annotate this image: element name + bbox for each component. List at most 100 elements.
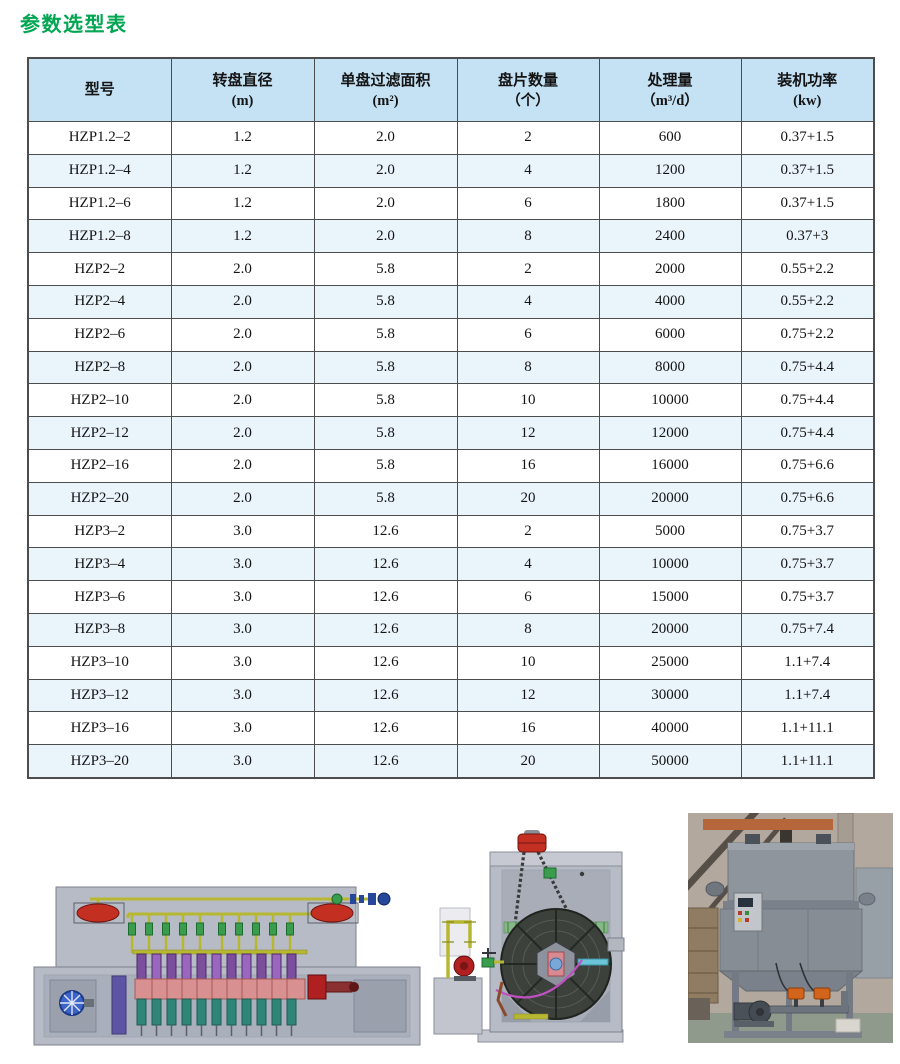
equipment-tank xyxy=(705,834,876,972)
table-row: HZP2–16 2.0 5.8 16 16000 0.75+6.6 xyxy=(27,448,875,483)
value-cell: 2 xyxy=(456,252,600,286)
table-row: HZP2–8 2.0 5.8 8 8000 0.75+4.4 xyxy=(27,350,875,385)
value-cell: 8000 xyxy=(598,350,742,385)
value-cell: 3.0 xyxy=(170,744,315,779)
value-cell: 0.37+3 xyxy=(740,219,875,254)
feed-pump-station xyxy=(433,907,504,1035)
value-cell: 5.8 xyxy=(313,383,458,418)
value-cell: 2.0 xyxy=(313,153,458,188)
column-header-2: 转盘直径 (m) xyxy=(170,57,315,122)
value-cell: 0.75+3.7 xyxy=(740,547,875,582)
value-cell: 4000 xyxy=(598,284,742,319)
value-cell: 12.6 xyxy=(313,645,458,680)
value-cell: 3.0 xyxy=(170,514,315,549)
pipe-fittings xyxy=(331,892,391,906)
model-cell: HZP3–6 xyxy=(27,580,172,614)
value-cell: 2.0 xyxy=(170,448,315,483)
value-cell: 40000 xyxy=(598,711,742,746)
value-cell: 2.0 xyxy=(170,416,315,450)
value-cell: 600 xyxy=(598,121,742,155)
table-row: HZP3–6 3.0 12.6 6 15000 0.75+3.7 xyxy=(27,580,875,614)
table-body: HZP1.2–2 1.2 2.0 2 600 0.37+1.5 HZP1.2–4 1.2 2.0… xyxy=(27,121,875,779)
value-cell: 0.55+2.2 xyxy=(740,284,875,319)
value-cell: 1.2 xyxy=(170,153,315,188)
value-cell: 12000 xyxy=(598,416,742,450)
value-cell: 0.75+4.4 xyxy=(740,416,875,450)
model-cell: HZP1.2–8 xyxy=(27,219,172,254)
value-cell: 16 xyxy=(456,711,600,746)
model-cell: HZP3–20 xyxy=(27,744,172,779)
value-cell: 3.0 xyxy=(170,678,315,713)
value-cell: 12.6 xyxy=(313,678,458,713)
value-cell: 12.6 xyxy=(313,711,458,746)
value-cell: 1.1+11.1 xyxy=(740,744,875,779)
chain-sprocket xyxy=(543,867,557,879)
value-cell: 5.8 xyxy=(313,350,458,385)
value-cell: 2.0 xyxy=(170,317,315,352)
value-cell: 5.8 xyxy=(313,481,458,516)
value-cell: 2 xyxy=(456,514,600,549)
value-cell: 20 xyxy=(456,744,600,779)
value-cell: 1.1+11.1 xyxy=(740,711,875,746)
value-cell: 12.6 xyxy=(313,514,458,549)
table-row: HZP3–12 3.0 12.6 12 30000 1.1+7.4 xyxy=(27,678,875,713)
model-cell: HZP3–12 xyxy=(27,678,172,713)
value-cell: 1.2 xyxy=(170,121,315,155)
column-label: 装机功率 xyxy=(777,72,838,89)
column-unit: (m) xyxy=(231,93,254,110)
table-row: HZP2–20 2.0 5.8 20 20000 0.75+6.6 xyxy=(27,481,875,516)
value-cell: 50000 xyxy=(598,744,742,779)
table-row: HZP3–16 3.0 12.6 16 40000 1.1+11.1 xyxy=(27,711,875,746)
control-panel xyxy=(733,892,763,932)
value-cell: 0.75+3.7 xyxy=(740,580,875,614)
value-cell: 12.6 xyxy=(313,612,458,647)
table-row: HZP1.2–6 1.2 2.0 6 1800 0.37+1.5 xyxy=(27,186,875,221)
model-cell: HZP1.2–2 xyxy=(27,121,172,155)
table-row: HZP1.2–2 1.2 2.0 2 600 0.37+1.5 xyxy=(27,121,875,155)
column-label: 处理量 xyxy=(647,72,693,89)
value-cell: 2.0 xyxy=(170,350,315,385)
chain-drive xyxy=(512,851,574,933)
value-cell: 2400 xyxy=(598,219,742,254)
value-cell: 8 xyxy=(456,350,600,385)
model-cell: HZP2–10 xyxy=(27,383,172,418)
table-row: HZP2–10 2.0 5.8 10 10000 0.75+4.4 xyxy=(27,383,875,418)
table-row: HZP2–12 2.0 5.8 12 12000 0.75+4.4 xyxy=(27,416,875,450)
value-cell: 2.0 xyxy=(313,219,458,254)
value-cell: 2.0 xyxy=(170,252,315,286)
value-cell: 5.8 xyxy=(313,317,458,352)
column-unit: (m²) xyxy=(372,93,399,110)
value-cell: 6 xyxy=(456,186,600,221)
table-row: HZP3–10 3.0 12.6 10 25000 1.1+7.4 xyxy=(27,645,875,680)
outlet-pipes xyxy=(495,937,625,1020)
table-row: HZP1.2–4 1.2 2.0 4 1200 0.37+1.5 xyxy=(27,153,875,188)
model-cell: HZP2–2 xyxy=(27,252,172,286)
drive-motor xyxy=(307,974,359,1000)
value-cell: 10 xyxy=(456,645,600,680)
page-title: 参数选型表 xyxy=(20,12,128,36)
filter-disc xyxy=(500,908,612,1020)
value-cell: 0.37+1.5 xyxy=(740,153,875,188)
value-cell: 0.75+3.7 xyxy=(740,514,875,549)
column-label: 单盘过滤面积 xyxy=(340,72,431,89)
value-cell: 2.0 xyxy=(313,121,458,155)
model-cell: HZP2–4 xyxy=(27,284,172,319)
table-row: HZP3–20 3.0 12.6 20 50000 1.1+11.1 xyxy=(27,744,875,779)
equipment-factory-photo xyxy=(688,813,893,1043)
value-cell: 5.8 xyxy=(313,284,458,319)
value-cell: 8 xyxy=(456,612,600,647)
column-label: 盘片数量 xyxy=(497,72,558,89)
value-cell: 4 xyxy=(456,284,600,319)
value-cell: 0.75+4.4 xyxy=(740,350,875,385)
column-unit: (kw) xyxy=(793,93,822,110)
model-cell: HZP3–10 xyxy=(27,645,172,680)
value-cell: 0.75+2.2 xyxy=(740,317,875,352)
value-cell: 10000 xyxy=(598,547,742,582)
side-view-drawing xyxy=(33,886,421,1046)
header-row: 型号 转盘直径 (m) 单盘过滤面积 (m²) 盘片数量 （个） 处理量 （m³/d） 装机功率 (… xyxy=(27,57,875,122)
value-cell: 4 xyxy=(456,153,600,188)
handwheel-valve-icon xyxy=(59,990,94,1016)
value-cell: 6000 xyxy=(598,317,742,352)
model-cell: HZP2–16 xyxy=(27,448,172,483)
value-cell: 2.0 xyxy=(313,186,458,221)
